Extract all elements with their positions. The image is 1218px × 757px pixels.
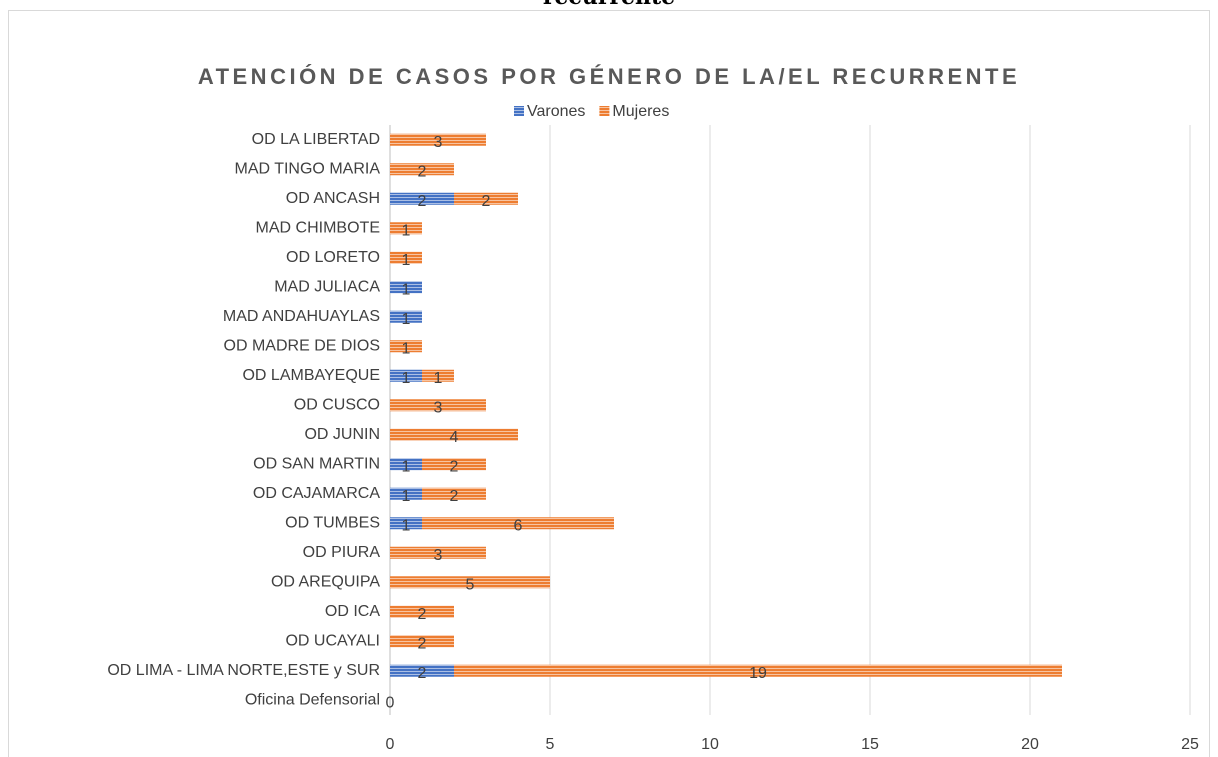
data-label: 3 <box>434 134 443 151</box>
header-text: recurrente <box>543 0 675 10</box>
data-label: 2 <box>418 606 427 623</box>
bar-segment <box>390 340 422 353</box>
data-label: 2 <box>450 458 459 475</box>
legend-label: Mujeres <box>612 103 669 120</box>
data-label: 3 <box>434 547 443 564</box>
data-label: 1 <box>402 340 411 357</box>
data-label: 1 <box>402 252 411 269</box>
bar-segment <box>390 222 422 235</box>
bar-segment <box>422 369 454 382</box>
bar-segment <box>390 576 550 589</box>
legend-swatch <box>599 106 610 116</box>
y-tick-label: MAD CHIMBOTE <box>256 219 380 236</box>
bar-segment <box>390 310 422 323</box>
y-tick-label: OD SAN MARTIN <box>253 455 380 472</box>
data-label: 1 <box>402 458 411 475</box>
chart-border <box>8 10 1210 757</box>
y-tick-label: OD MADRE DE DIOS <box>224 337 380 354</box>
data-label: 2 <box>418 665 427 682</box>
data-label: 2 <box>418 193 427 210</box>
data-label: 6 <box>514 517 523 534</box>
y-tick-label: OD TUMBES <box>285 514 380 531</box>
data-label: 1 <box>402 222 411 239</box>
y-tick-label: OD LA LIBERTAD <box>252 131 380 148</box>
data-label: 2 <box>450 488 459 505</box>
bar-segment <box>390 517 422 530</box>
y-tick-label: OD PIURA <box>303 544 381 561</box>
y-tick-label: OD UCAYALI <box>285 632 380 649</box>
x-tick-label: 10 <box>701 736 719 753</box>
bar-segment <box>454 664 1062 677</box>
data-label: 1 <box>402 488 411 505</box>
bar-segment <box>390 605 454 618</box>
data-label: 19 <box>749 665 767 682</box>
data-label: 5 <box>466 576 475 593</box>
bar-segment <box>390 546 486 559</box>
x-tick-label: 25 <box>1181 736 1199 753</box>
y-tick-label: OD LAMBAYEQUE <box>242 367 380 384</box>
x-tick-label: 15 <box>861 736 879 753</box>
y-tick-label: OD JUNIN <box>304 426 380 443</box>
data-label: 1 <box>402 370 411 387</box>
bar-segment <box>390 133 486 146</box>
x-tick-label: 0 <box>386 736 395 753</box>
bar-segment <box>422 487 486 500</box>
chart-title: ATENCIÓN DE CASOS POR GÉNERO DE LA/EL RE… <box>198 64 1020 89</box>
bar-segment <box>390 458 422 471</box>
bar-segment <box>390 399 486 412</box>
x-tick-label: 5 <box>546 736 555 753</box>
legend-label: Varones <box>527 103 585 120</box>
data-label: 1 <box>402 311 411 328</box>
y-tick-label: OD AREQUIPA <box>271 573 380 590</box>
bar-segment <box>390 192 454 205</box>
bar-segment <box>454 192 518 205</box>
bar-segment <box>390 369 422 382</box>
bar-segment <box>390 664 454 677</box>
data-label: 4 <box>450 429 459 446</box>
bar-segment <box>422 517 614 530</box>
data-label: 2 <box>418 163 427 180</box>
data-label: 3 <box>434 399 443 416</box>
y-tick-label: OD ICA <box>325 603 380 620</box>
bar-segment <box>390 635 454 648</box>
y-tick-label: OD CUSCO <box>294 396 380 413</box>
data-label: 1 <box>402 517 411 534</box>
y-tick-label: OD LORETO <box>286 249 380 266</box>
bar-segment <box>390 163 454 176</box>
data-label: 2 <box>418 635 427 652</box>
y-tick-label: MAD ANDAHUAYLAS <box>223 308 380 325</box>
bar-segment <box>422 458 486 471</box>
y-tick-label: OD LIMA - LIMA NORTE,ESTE y SUR <box>107 662 380 679</box>
y-tick-label: MAD JULIACA <box>274 278 380 295</box>
x-tick-label: 20 <box>1021 736 1039 753</box>
y-tick-label: Oficina Defensorial <box>245 691 380 708</box>
bar-segment <box>390 428 518 441</box>
bar-segment <box>390 251 422 264</box>
data-label: 2 <box>482 193 491 210</box>
data-label: 1 <box>402 281 411 298</box>
y-tick-label: OD ANCASH <box>286 190 380 207</box>
y-tick-label: MAD TINGO MARIA <box>235 160 381 177</box>
y-tick-label: OD CAJAMARCA <box>253 485 380 502</box>
data-label: 0 <box>386 694 395 711</box>
bar-segment <box>390 281 422 294</box>
data-label: 1 <box>434 370 443 387</box>
bar-segment <box>390 487 422 500</box>
legend-swatch <box>514 106 524 116</box>
